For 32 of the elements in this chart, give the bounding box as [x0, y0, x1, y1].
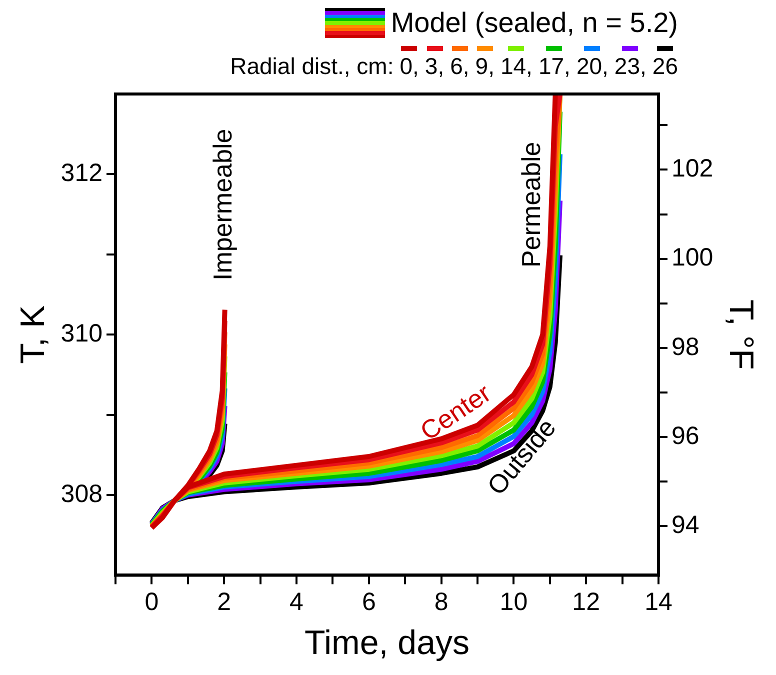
y-axis-title: T, K	[14, 304, 52, 364]
legend-label: 26	[652, 53, 678, 79]
x-tick-label: 14	[644, 588, 672, 616]
legend-label: 6,	[450, 53, 470, 79]
legend-label: 20,	[576, 53, 608, 79]
legend-label: 14,	[500, 53, 532, 79]
x-tick-label: 10	[500, 588, 528, 616]
y-tick-label: 312	[60, 159, 103, 188]
legend-label: 23,	[614, 53, 646, 79]
x-tick-label: 4	[290, 588, 304, 616]
legend-label: 17,	[538, 53, 570, 79]
y2-tick-label: 98	[671, 332, 700, 361]
legend-label: 0,	[400, 53, 419, 79]
y2-tick-label: 102	[671, 154, 714, 183]
y2-tick-label: 94	[671, 511, 700, 540]
annotation: Permeable	[516, 142, 546, 268]
text: Model (sealed, n = 5.2)	[390, 7, 678, 38]
legend-title: Radial dist., cm:	[230, 53, 394, 79]
y-tick-label: 308	[60, 480, 103, 508]
annotation: Impermeable	[207, 128, 238, 281]
y2-axis-title: T, °F	[722, 299, 760, 370]
legend-label: 9,	[475, 53, 494, 79]
legend-label: 3,	[424, 53, 444, 79]
y-tick-label: 310	[60, 319, 103, 348]
x-axis-title: Time, days	[304, 624, 470, 662]
x-tick-label: 6	[362, 588, 376, 616]
x-tick-label: 8	[434, 588, 448, 616]
x-tick-label: 12	[572, 588, 600, 616]
y2-tick-label: 100	[671, 244, 714, 272]
x-tick-label: 2	[217, 588, 232, 616]
x-tick-label: 0	[144, 588, 159, 616]
y2-tick-label: 96	[671, 422, 700, 450]
